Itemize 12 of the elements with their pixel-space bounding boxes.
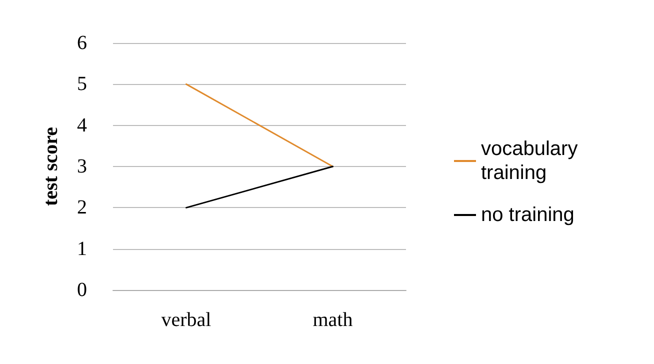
y-tick-label: 1 xyxy=(77,238,87,260)
y-tick-label: 4 xyxy=(77,114,87,136)
y-tick-label: 3 xyxy=(77,156,87,178)
x-tick-label: verbal xyxy=(161,309,212,331)
y-tick-label: 5 xyxy=(77,73,87,96)
y-tick-label: 0 xyxy=(77,279,87,301)
legend-label: vocabulary training xyxy=(481,138,584,184)
y-tick-label: 2 xyxy=(77,196,87,219)
x-tick-label: math xyxy=(312,309,353,331)
y-axis-title: test score xyxy=(40,126,62,206)
legend-label: no training xyxy=(481,204,574,226)
y-tick-label: 6 xyxy=(77,32,87,54)
